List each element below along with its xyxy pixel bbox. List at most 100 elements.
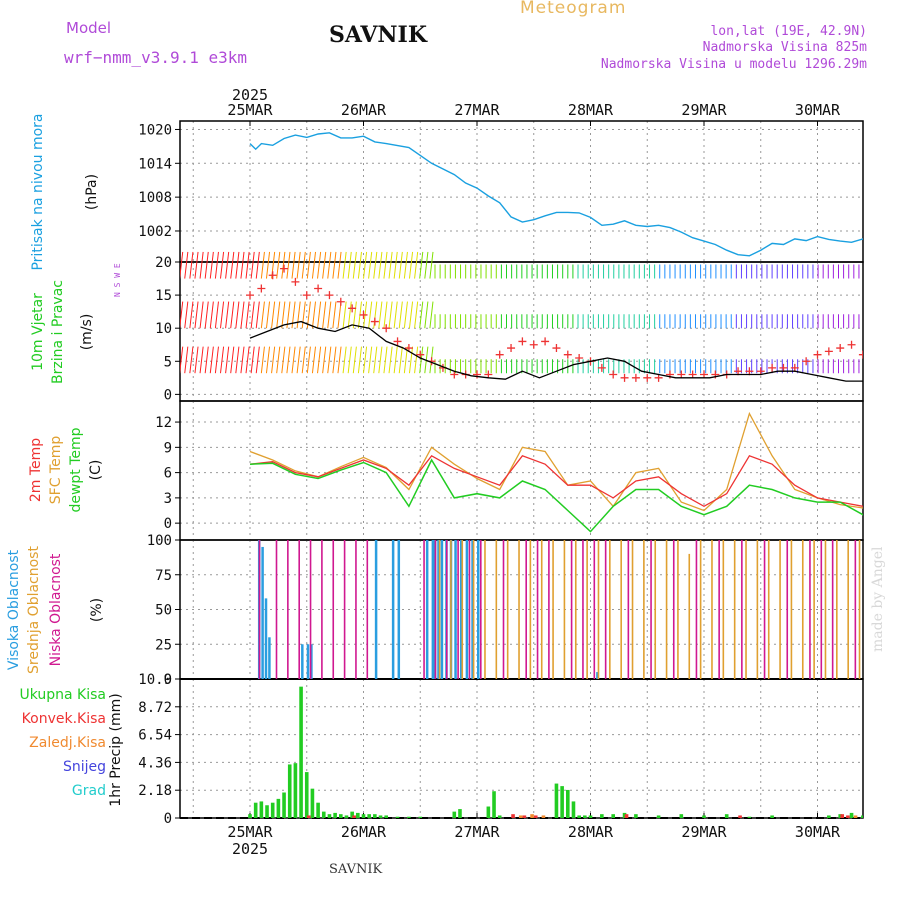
- cloud-bar-2: [854, 540, 857, 679]
- precip-bar-0: [265, 805, 269, 818]
- precip-bar-0: [679, 814, 684, 818]
- cloud-bar-2: [468, 540, 471, 679]
- wind-arrow: [250, 346, 255, 374]
- wind-arrow: [347, 251, 352, 279]
- precip-bar-0: [770, 815, 774, 818]
- cloud-bar-1: [597, 540, 600, 679]
- wind-arrow: [235, 301, 240, 329]
- date-label-bottom: 29MAR: [681, 823, 727, 841]
- precipitation-ytick-label: 6.54: [138, 728, 172, 744]
- wind-gust-marker: [552, 344, 561, 353]
- wind-arrow: [189, 251, 194, 279]
- wind-arrow: [240, 251, 245, 279]
- cloud-bar-2: [582, 540, 584, 679]
- wind-arrow: [414, 301, 419, 329]
- wind-arrow: [327, 301, 332, 329]
- wind-gust-marker: [393, 337, 402, 346]
- precip-bar-0: [583, 815, 587, 818]
- wind-gust-marker: [325, 291, 334, 300]
- wind-gust-marker: [643, 373, 652, 382]
- wind-arrow: [271, 301, 276, 329]
- wind-arrow: [337, 346, 342, 374]
- precip-bar-1: [624, 814, 629, 818]
- cloud-bar-0: [471, 540, 474, 679]
- cloud-bar-2: [445, 540, 448, 679]
- cloud-bar-2: [877, 540, 879, 679]
- pressure-ylabel: (hPa): [84, 174, 100, 210]
- wind-arrow: [363, 346, 368, 374]
- cloud-ylabel: (%): [89, 598, 105, 622]
- wind-arrow: [276, 346, 281, 374]
- wind-arrow: [296, 301, 301, 329]
- cloud-bar-1: [824, 540, 827, 679]
- cloud-bar-1: [881, 540, 883, 679]
- wind-arrow: [296, 251, 301, 279]
- wind-ytick-label: 20: [155, 255, 172, 271]
- year-label-top: 2025: [232, 86, 268, 104]
- cloud-bar-2: [287, 540, 289, 679]
- wind-arrow: [352, 251, 357, 279]
- cloud-bar-0: [459, 540, 463, 679]
- cloud-bar-1: [631, 540, 634, 679]
- precip-bar-0: [622, 812, 627, 818]
- cloud-bar-2: [548, 540, 550, 679]
- precip-bar-0: [486, 806, 491, 818]
- precip-bar-0: [452, 811, 457, 818]
- wind-gust-marker: [609, 370, 618, 379]
- 2m-temp-line: [249, 454, 863, 508]
- wind-gust-marker: [359, 310, 368, 319]
- wind-gust-marker: [836, 344, 845, 353]
- cloud-bar-0: [374, 540, 378, 679]
- wind-arrow: [398, 301, 403, 329]
- precip-bar-0: [566, 789, 570, 818]
- wind-arrow: [245, 301, 250, 329]
- cloud-ytick-label: 100: [147, 533, 172, 549]
- wind-arrow: [408, 251, 414, 279]
- wind-gust-marker: [336, 297, 345, 306]
- cloud-bar-1: [677, 540, 679, 679]
- cloud-bar-2: [275, 540, 278, 679]
- precip-bar-0: [458, 809, 462, 818]
- cloud-bar-0: [391, 540, 395, 679]
- wind-ytick-label: 10: [155, 321, 172, 337]
- wind-speed-line: [249, 320, 863, 382]
- wind-arrow: [276, 251, 281, 279]
- precip-bar-0: [634, 814, 638, 818]
- precip-bar-0: [492, 791, 496, 818]
- wind-arrow: [347, 301, 352, 329]
- mid-cloud-title: Srednja Oblacnost: [26, 546, 42, 674]
- precip-bar-0: [656, 815, 661, 818]
- precip-bar-0: [350, 811, 354, 818]
- wind-arrow: [378, 346, 383, 374]
- cloud-bar-2: [718, 540, 720, 679]
- wind-gust-marker: [382, 324, 391, 333]
- wind-arrow: [388, 346, 393, 374]
- date-label-top: 28MAR: [568, 101, 614, 119]
- wind-arrow: [317, 346, 322, 374]
- wind-arrow: [301, 301, 306, 329]
- wind-arrow: [327, 346, 332, 374]
- wind-arrow: [291, 346, 296, 374]
- precip-bar-1: [846, 815, 850, 818]
- precip-bar-0: [600, 814, 604, 818]
- precip-bar-1: [533, 815, 538, 818]
- precip-bar-0: [316, 802, 320, 818]
- precip-bar-0: [497, 815, 502, 818]
- cloud-bar-0: [301, 644, 304, 679]
- date-label-bottom: 28MAR: [568, 823, 614, 841]
- wind-arrow: [286, 346, 291, 374]
- wind-arrow: [368, 346, 373, 374]
- cloud-bar-1: [506, 540, 509, 679]
- wind-arrow: [240, 346, 245, 374]
- wind-arrow: [306, 346, 311, 374]
- cloud-bar-2: [298, 540, 300, 679]
- cloud-bar-2: [889, 540, 891, 679]
- wind-gust-marker: [563, 350, 572, 359]
- date-label-top: 29MAR: [681, 101, 727, 119]
- wind-arrow: [235, 251, 240, 279]
- cloud-bar-2: [366, 540, 369, 679]
- cloud-bar-1: [711, 540, 713, 679]
- cloud-bar-2: [343, 540, 346, 679]
- wind-arrow: [214, 346, 219, 374]
